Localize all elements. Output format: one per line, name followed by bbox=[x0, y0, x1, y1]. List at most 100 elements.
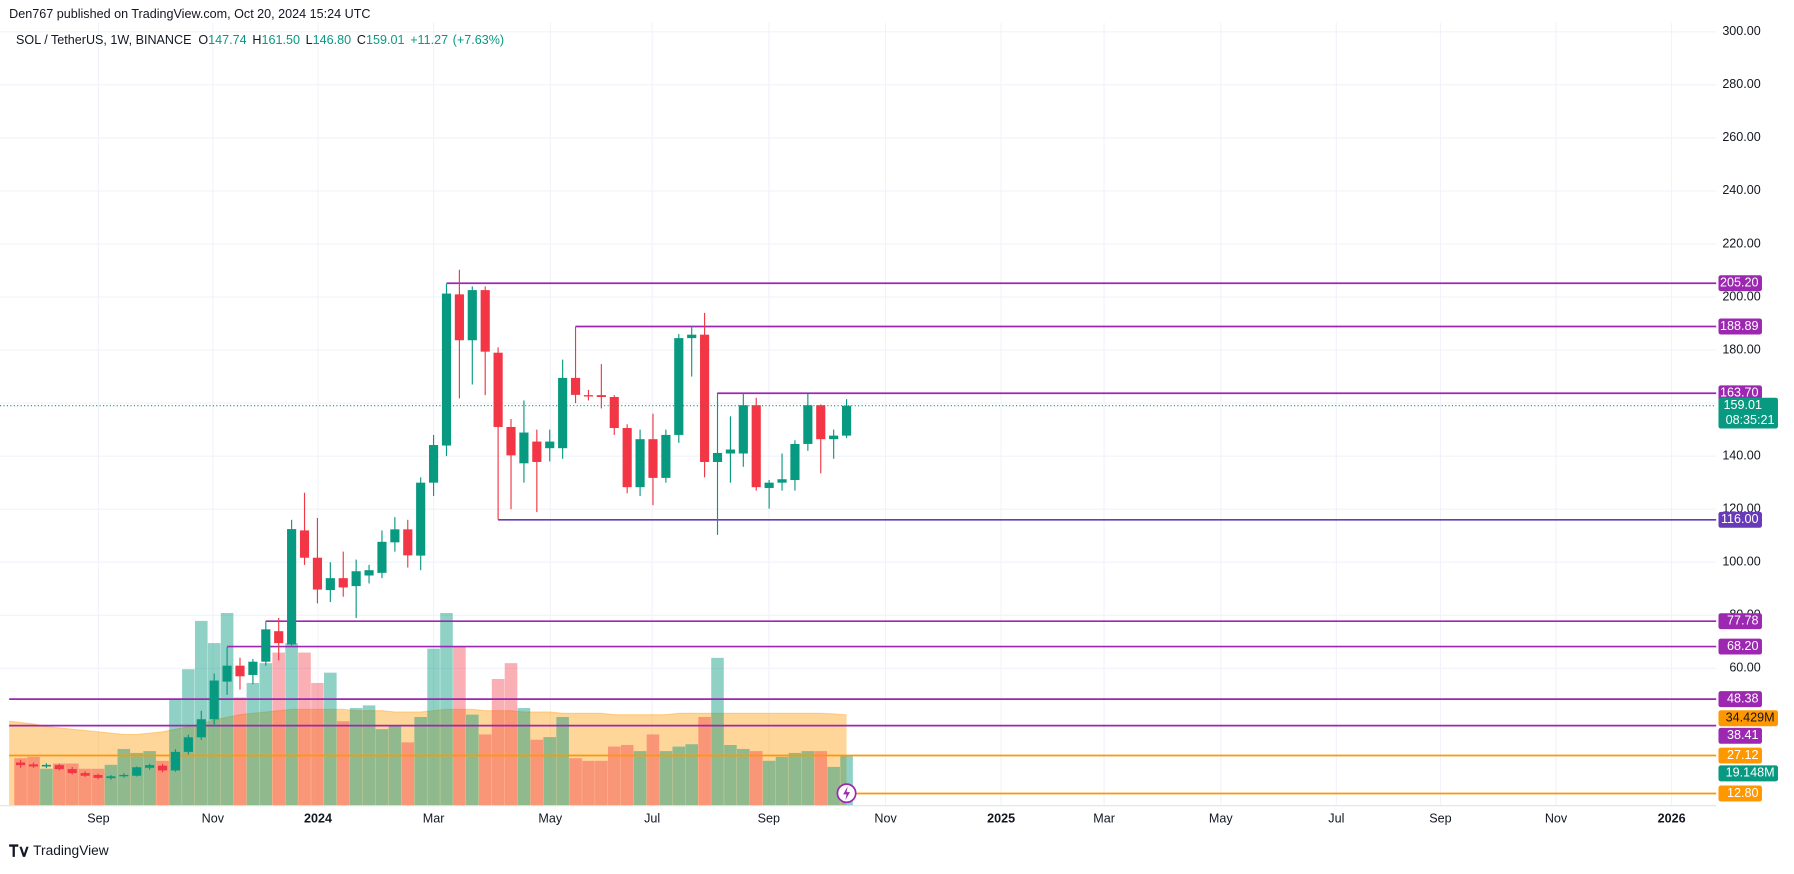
level-label: 12.80 bbox=[1727, 786, 1759, 800]
level-label-box bbox=[1718, 638, 1762, 655]
x-tick-label: Mar bbox=[1093, 812, 1115, 826]
candle-body bbox=[532, 441, 542, 462]
symbol-legend: SOL / TetherUS, 1W, BINANCE O147.74 H161.5… bbox=[16, 33, 504, 47]
level-label: 188.89 bbox=[1720, 319, 1759, 333]
volume-bar bbox=[530, 739, 544, 806]
candle-body bbox=[106, 776, 116, 779]
volume-bar bbox=[775, 756, 789, 806]
volume-bar bbox=[285, 643, 298, 806]
candle-body bbox=[299, 530, 310, 558]
candle-body bbox=[338, 578, 348, 588]
candle-body bbox=[416, 482, 426, 556]
volume-bar bbox=[40, 768, 53, 806]
level-label: 27.12 bbox=[1727, 748, 1759, 762]
candle-body bbox=[622, 428, 632, 488]
volume-bar bbox=[595, 760, 608, 806]
change: +11.27 bbox=[410, 33, 448, 47]
candle-body bbox=[196, 719, 206, 738]
candle-body bbox=[377, 541, 387, 573]
volume-bar bbox=[246, 682, 260, 806]
volume-bar bbox=[517, 708, 531, 806]
level-label-box bbox=[1718, 511, 1762, 528]
candle-body bbox=[777, 479, 787, 483]
candle-body bbox=[248, 661, 258, 675]
y-tick-label: 240.00 bbox=[1722, 183, 1761, 197]
level-label: 163.70 bbox=[1720, 386, 1759, 400]
y-tick-label: 140.00 bbox=[1722, 448, 1761, 462]
y-tick-label: 260.00 bbox=[1722, 130, 1761, 144]
candle-body bbox=[209, 680, 219, 720]
y-tick-label: 100.00 bbox=[1722, 555, 1761, 569]
volume-bar bbox=[388, 726, 402, 806]
x-tick-label: Nov bbox=[1545, 812, 1568, 826]
volume-bar bbox=[440, 612, 453, 806]
volume-ma-label: 34.429M bbox=[1726, 711, 1775, 725]
volume-bar bbox=[104, 764, 118, 806]
volume-bar bbox=[620, 744, 634, 806]
candle-body bbox=[119, 774, 129, 777]
volume-bar bbox=[65, 763, 79, 806]
footer-logo: TradingView bbox=[9, 843, 109, 858]
x-tick-label: Sep bbox=[758, 812, 780, 826]
volume-bar bbox=[311, 682, 324, 806]
last-price-box bbox=[1718, 397, 1778, 429]
volume-bar bbox=[582, 760, 595, 806]
x-tick-label: Nov bbox=[202, 812, 225, 826]
volume-bar bbox=[698, 717, 711, 806]
level-label-box bbox=[1718, 385, 1762, 402]
volume-bar bbox=[788, 752, 802, 806]
y-tick-label: 220.00 bbox=[1722, 236, 1761, 250]
volume-bar bbox=[491, 678, 505, 806]
volume-bar bbox=[53, 763, 66, 806]
candle-body bbox=[312, 557, 323, 590]
x-tick-label: Sep bbox=[1429, 812, 1451, 826]
volume-bar bbox=[827, 766, 840, 806]
candle-body bbox=[145, 765, 155, 768]
candle-body bbox=[635, 439, 645, 488]
candle-body bbox=[325, 578, 335, 591]
candle-body bbox=[570, 377, 581, 395]
candle-body bbox=[545, 441, 555, 449]
countdown: 08:35:21 bbox=[1726, 413, 1775, 427]
candle-body bbox=[183, 737, 193, 752]
volume-bar bbox=[633, 751, 647, 806]
volume-bar bbox=[414, 717, 427, 806]
y-tick-label: 280.00 bbox=[1722, 77, 1761, 91]
volume-bar bbox=[375, 729, 389, 806]
candle-body bbox=[738, 405, 748, 454]
volume-bar bbox=[543, 737, 557, 806]
candle-body bbox=[480, 290, 490, 352]
candle-body bbox=[454, 294, 464, 341]
volume-bar bbox=[569, 758, 582, 806]
volume-bar bbox=[749, 751, 763, 806]
candle-body bbox=[441, 293, 452, 446]
candle-body bbox=[712, 452, 723, 462]
price-pane bbox=[0, 269, 1717, 804]
volume-pane bbox=[9, 612, 853, 806]
x-tick-label: 2025 bbox=[987, 812, 1015, 826]
candle-body bbox=[80, 773, 90, 776]
candle-body bbox=[16, 762, 26, 766]
candle-body bbox=[274, 631, 284, 644]
volume-ma-label-box bbox=[1718, 710, 1778, 727]
level-label: 68.20 bbox=[1727, 639, 1759, 653]
volume-ma-area bbox=[9, 709, 847, 806]
level-label-box bbox=[1718, 785, 1762, 802]
legend-key: C bbox=[357, 33, 366, 47]
candle-body bbox=[725, 449, 735, 454]
candle-body bbox=[816, 405, 826, 440]
level-label: 77.78 bbox=[1727, 614, 1759, 628]
candle-body bbox=[41, 764, 51, 767]
volume-bar bbox=[336, 721, 350, 806]
candle-body bbox=[157, 765, 168, 771]
volume-bar bbox=[14, 758, 27, 806]
event-icon-bolt bbox=[843, 786, 850, 801]
symbol-title: SOL / TetherUS, 1W, BINANCE bbox=[16, 33, 191, 47]
volume-bar bbox=[220, 612, 234, 806]
volume-bar bbox=[672, 746, 686, 806]
candle-body bbox=[764, 482, 774, 488]
candle-body bbox=[648, 439, 658, 478]
legend-key: O bbox=[198, 33, 208, 47]
x-tick-label: Sep bbox=[87, 812, 109, 826]
volume-bar bbox=[78, 768, 92, 806]
